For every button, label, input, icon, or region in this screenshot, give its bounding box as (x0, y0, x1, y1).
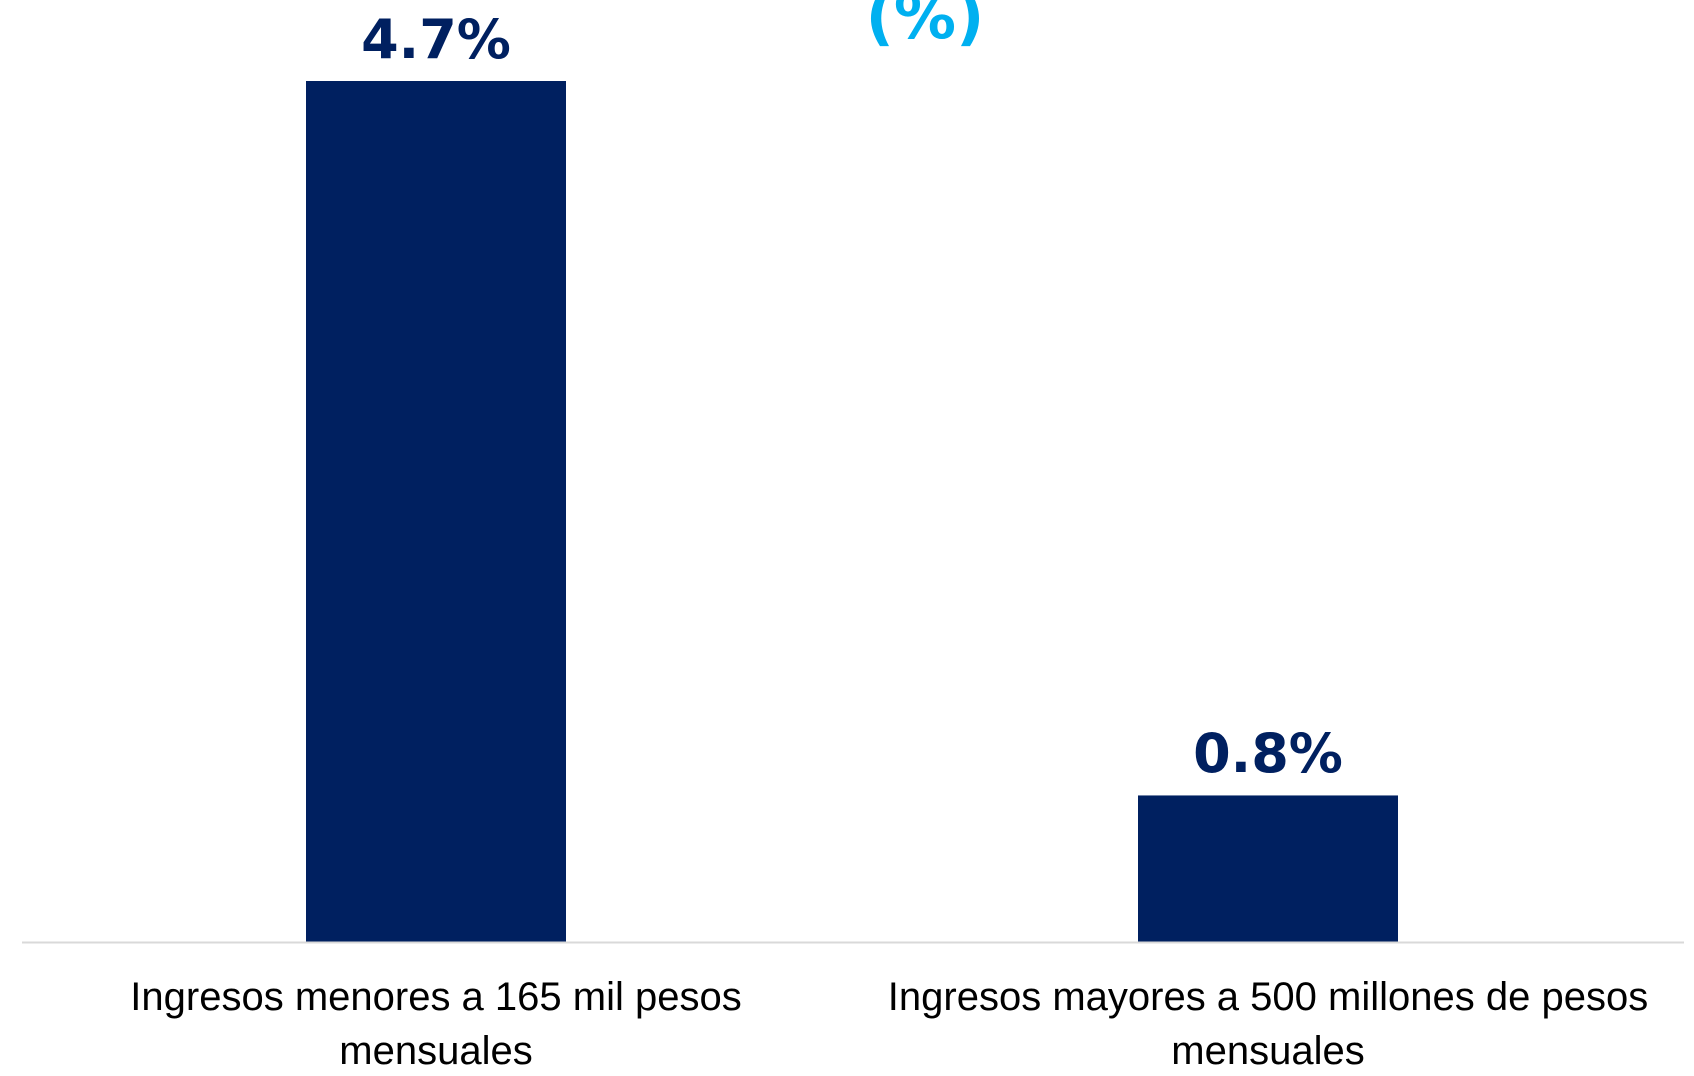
data-label: 0.8% (1193, 722, 1343, 786)
x-tick-label: Ingresos menores a 165 mil pesos mensual… (130, 975, 742, 1073)
bar (1138, 795, 1398, 942)
bar (306, 81, 566, 942)
x-tick-label: Ingresos mayores a 500 millones de pesos… (887, 975, 1649, 1073)
chart-title: (%) (865, 0, 985, 53)
data-label: 4.7% (361, 8, 511, 71)
